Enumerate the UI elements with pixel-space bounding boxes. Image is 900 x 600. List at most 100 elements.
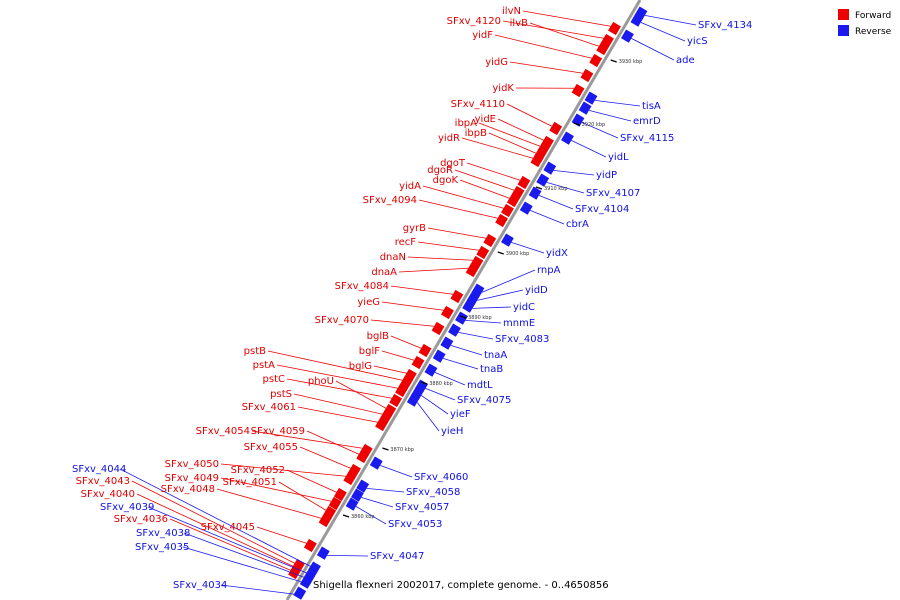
reverse-gene-leader [581, 122, 619, 139]
reverse-gene-block [345, 497, 359, 511]
forward-gene-block [465, 263, 479, 278]
reverse-gene-block [351, 488, 364, 502]
forward-gene-block [483, 233, 497, 248]
reverse-gene-leader [421, 395, 449, 415]
forward-gene-label: dgoK [433, 175, 459, 186]
forward-gene-leader [381, 301, 444, 311]
reverse-gene-block [432, 349, 446, 363]
scale-tick-mark [342, 514, 350, 518]
scale-tick-mark [573, 122, 580, 126]
reverse-gene-label: SFxv_4060 [414, 472, 468, 483]
forward-gene-block [517, 175, 531, 190]
forward-gene-label: dgoT [440, 158, 466, 169]
forward-gene-label: bglG [349, 361, 372, 372]
forward-gene-label: SFxv_4048 [161, 484, 215, 495]
forward-gene-label: pstB [244, 346, 266, 357]
scale-tick-mark [497, 251, 504, 255]
scale-tick-mark [382, 447, 389, 451]
forward-gene-leader [417, 241, 479, 251]
forward-gene-block [418, 343, 432, 358]
reverse-gene-label: yieH [441, 426, 463, 437]
gene-blocks [288, 6, 648, 600]
forward-gene-label: yidG [485, 57, 508, 68]
forward-gene-block [328, 496, 342, 511]
forward-gene-label: yidF [472, 30, 493, 41]
forward-gene-block [476, 245, 490, 260]
reverse-gene-block [448, 323, 461, 337]
reverse-gene-block [406, 393, 420, 407]
forward-gene-block [375, 417, 388, 432]
reverse-gene-label: cbrA [566, 219, 589, 230]
forward-gene-leader [488, 132, 537, 154]
reverse-gene-label: yidL [608, 152, 629, 163]
forward-gene-block [411, 355, 425, 370]
reverse-gene-block [293, 586, 307, 600]
reverse-gene-leader [183, 532, 313, 581]
reverse-gene-leader [640, 22, 686, 42]
genome-caption: Shigella flexneri 2002017, complete geno… [313, 580, 609, 591]
forward-gene-label: pstS [270, 389, 292, 400]
reverse-gene-label: SFxv_4104 [575, 204, 629, 215]
reverse-gene-leader [511, 242, 545, 254]
forward-gene-block [318, 513, 332, 528]
reverse-gene-label: SFxv_4035 [135, 542, 189, 553]
reverse-gene-block [440, 336, 454, 350]
reverse-gene-leader [481, 269, 536, 293]
reverse-gene-block [519, 201, 533, 215]
forward-gene-label: yidE [475, 114, 496, 125]
scale-tick-mark [535, 186, 543, 190]
forward-gene-leader [136, 493, 294, 567]
forward-gene-leader [398, 267, 469, 273]
forward-gene-block [389, 393, 403, 408]
forward-gene-label: pstA [253, 360, 275, 371]
forward-gene-label: dgoR [427, 165, 453, 176]
forward-gene-block [303, 538, 317, 553]
forward-gene-block [501, 203, 514, 218]
legend-forward-swatch [838, 9, 849, 20]
forward-gene-leader [299, 446, 351, 469]
forward-gene-block [441, 305, 454, 320]
forward-gene-leader [459, 179, 510, 199]
legend-reverse-label: Reverse [855, 27, 892, 37]
forward-gene-label: SFxv_4055 [244, 442, 298, 453]
reverse-gene-leader [465, 319, 502, 324]
forward-gene-leader [390, 335, 422, 349]
forward-gene-label: SFxv_4043 [76, 476, 130, 487]
legend-reverse-swatch [838, 25, 849, 36]
forward-gene-leader [278, 481, 327, 511]
forward-gene-leader [131, 480, 295, 564]
forward-gene-leader [466, 162, 521, 181]
forward-gene-leader [370, 319, 435, 327]
forward-gene-label: SFxv_4052 [231, 465, 285, 476]
reverse-gene-label: SFxv_4038 [136, 528, 190, 539]
reverse-gene-block [501, 233, 514, 247]
scale-tick-label: 3880 kbp [429, 381, 453, 387]
forward-gene-leader [522, 10, 611, 27]
reverse-gene-block [578, 101, 592, 115]
forward-gene-leader [506, 103, 552, 127]
forward-gene-leader [267, 350, 403, 381]
reverse-gene-leader [442, 358, 479, 370]
forward-gene-block [530, 153, 544, 168]
reverse-gene-leader [355, 506, 387, 525]
reverse-gene-label: yieF [450, 409, 471, 420]
forward-gene-label: SFxv_4040 [81, 489, 135, 500]
forward-gene-leader [220, 463, 346, 477]
reverse-gene-block [584, 91, 598, 105]
forward-gene-label: phoU [308, 376, 334, 387]
forward-gene-leader [286, 469, 337, 493]
forward-gene-leader [293, 393, 383, 415]
reverse-gene-label: tnaA [484, 350, 507, 361]
reverse-gene-leader [327, 554, 369, 557]
forward-gene-block [343, 471, 357, 486]
reverse-gene-label: mnmE [503, 318, 535, 329]
reverse-gene-label: tisA [642, 101, 661, 112]
scale-tick-mark [421, 381, 428, 385]
forward-gene-label: yidK [492, 83, 514, 94]
reverse-gene-leader [361, 497, 394, 508]
forward-gene-leader [427, 227, 486, 239]
scale-tick-label: 3930 kbp [619, 59, 643, 65]
forward-gene-leader [286, 378, 392, 399]
